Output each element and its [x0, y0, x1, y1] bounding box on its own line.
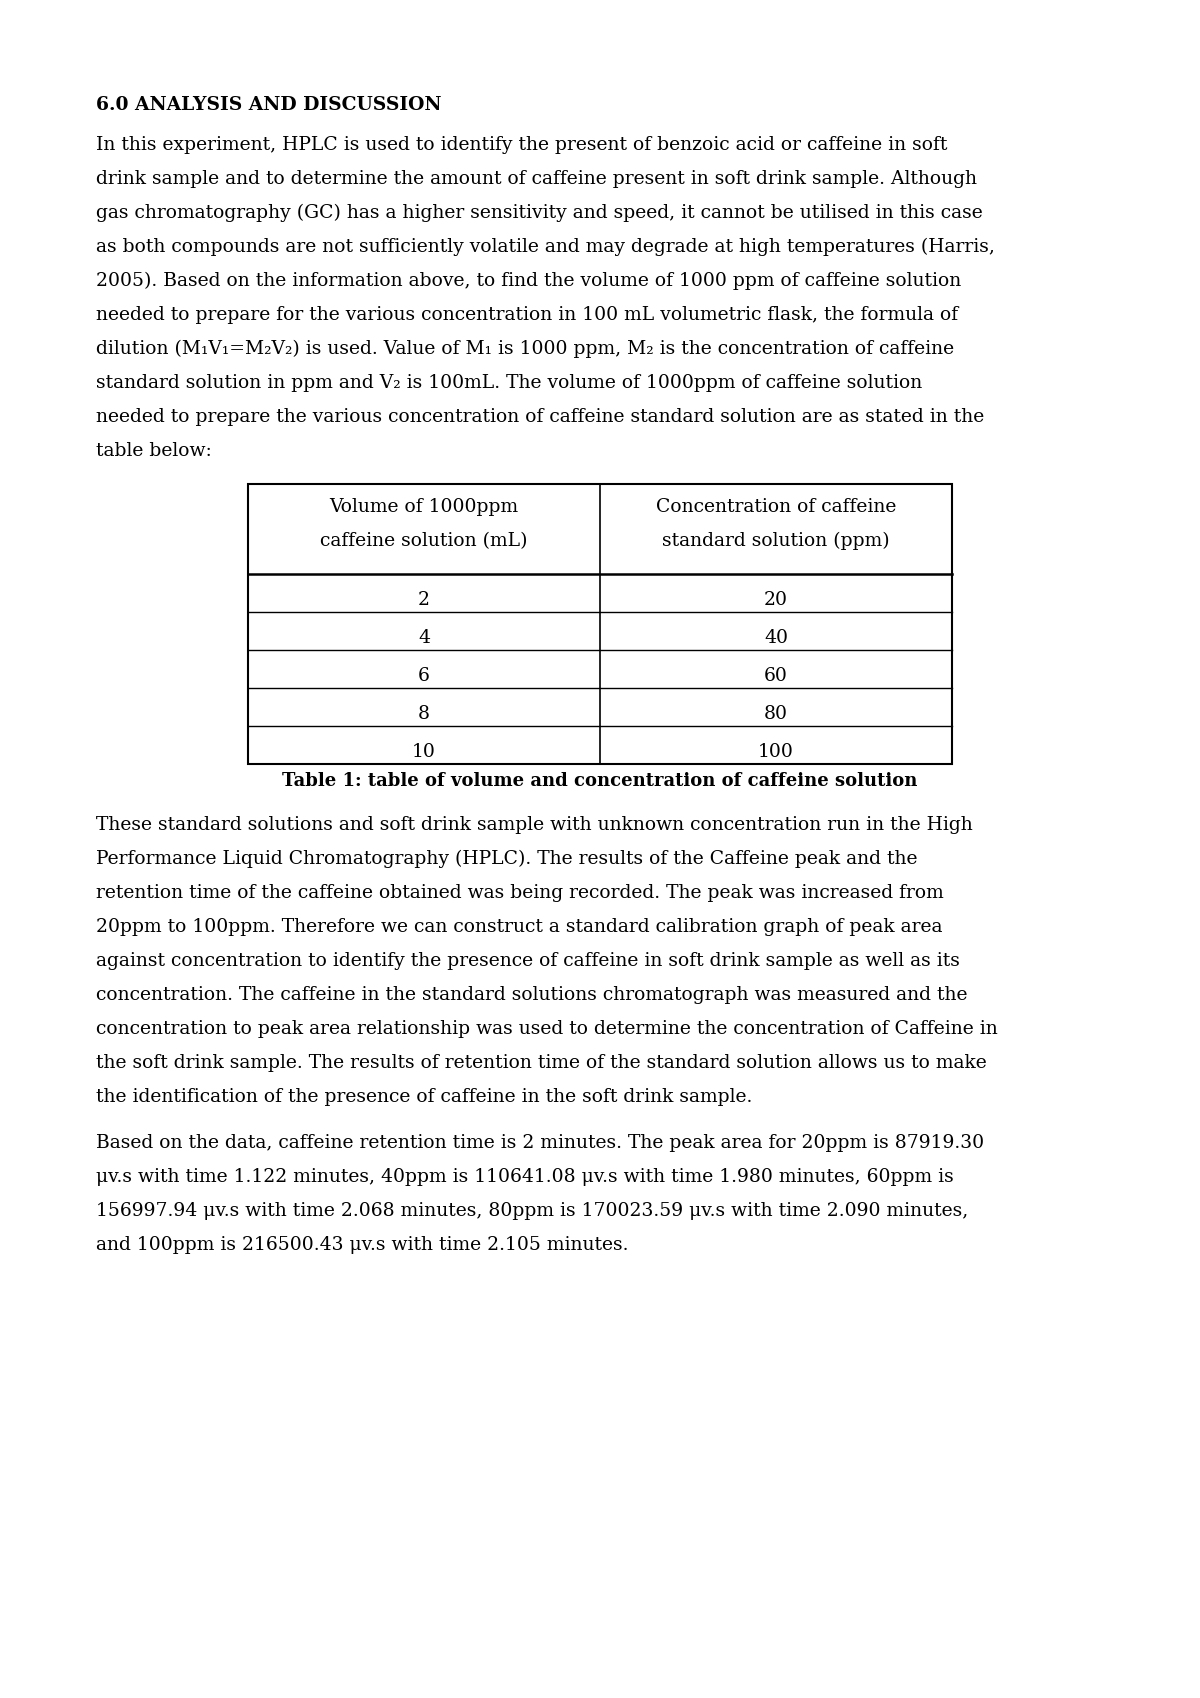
Text: Based on the data, caffeine retention time is 2 minutes. The peak area for 20ppm: Based on the data, caffeine retention ti… [96, 1134, 984, 1151]
Text: 20ppm to 100ppm. Therefore we can construct a standard calibration graph of peak: 20ppm to 100ppm. Therefore we can constr… [96, 919, 942, 936]
Text: 6: 6 [418, 667, 430, 684]
Text: against concentration to identify the presence of caffeine in soft drink sample : against concentration to identify the pr… [96, 953, 960, 970]
Bar [248, 484, 952, 764]
Text: 8: 8 [418, 705, 430, 723]
Text: retention time of the caffeine obtained was being recorded. The peak was increas: retention time of the caffeine obtained … [96, 885, 943, 902]
Text: μv.s with time 1.122 minutes, 40ppm is 110641.08 μv.s with time 1.980 minutes, 6: μv.s with time 1.122 minutes, 40ppm is 1… [96, 1168, 954, 1185]
Text: dilution (M₁V₁=M₂V₂) is used. Value of M₁ is 1000 ppm, M₂ is the concentration o: dilution (M₁V₁=M₂V₂) is used. Value of M… [96, 340, 954, 358]
Text: 4: 4 [418, 628, 430, 647]
Text: concentration to peak area relationship was used to determine the concentration : concentration to peak area relationship … [96, 1020, 997, 1037]
Text: table below:: table below: [96, 441, 211, 460]
Text: 2: 2 [418, 591, 430, 610]
Text: 10: 10 [412, 744, 436, 761]
Text: and 100ppm is 216500.43 μv.s with time 2.105 minutes.: and 100ppm is 216500.43 μv.s with time 2… [96, 1236, 629, 1255]
Text: Performance Liquid Chromatography (HPLC). The results of the Caffeine peak and t: Performance Liquid Chromatography (HPLC)… [96, 851, 918, 868]
Text: needed to prepare the various concentration of caffeine standard solution are as: needed to prepare the various concentrat… [96, 408, 984, 426]
Text: 80: 80 [764, 705, 788, 723]
Text: In this experiment, HPLC is used to identify the present of benzoic acid or caff: In this experiment, HPLC is used to iden… [96, 136, 947, 155]
Text: Volume of 1000ppm: Volume of 1000ppm [330, 498, 518, 516]
Text: concentration. The caffeine in the standard solutions chromatograph was measured: concentration. The caffeine in the stand… [96, 987, 967, 1004]
Text: drink sample and to determine the amount of caffeine present in soft drink sampl: drink sample and to determine the amount… [96, 170, 977, 188]
Text: the soft drink sample. The results of retention time of the standard solution al: the soft drink sample. The results of re… [96, 1054, 986, 1071]
Text: needed to prepare for the various concentration in 100 mL volumetric flask, the : needed to prepare for the various concen… [96, 306, 958, 324]
Text: caffeine solution (mL): caffeine solution (mL) [320, 531, 528, 550]
Text: Concentration of caffeine: Concentration of caffeine [656, 498, 896, 516]
Text: These standard solutions and soft drink sample with unknown concentration run in: These standard solutions and soft drink … [96, 817, 973, 834]
Text: Table 1: table of volume and concentration of caffeine solution: Table 1: table of volume and concentrati… [282, 773, 918, 790]
Text: standard solution in ppm and V₂ is 100mL. The volume of 1000ppm of caffeine solu: standard solution in ppm and V₂ is 100mL… [96, 374, 923, 392]
Text: 2005). Based on the information above, to find the volume of 1000 ppm of caffein: 2005). Based on the information above, t… [96, 272, 961, 290]
Text: 40: 40 [764, 628, 788, 647]
Text: 100: 100 [758, 744, 794, 761]
Text: the identification of the presence of caffeine in the soft drink sample.: the identification of the presence of ca… [96, 1088, 752, 1105]
Text: standard solution (ppm): standard solution (ppm) [662, 531, 890, 550]
Text: gas chromatography (GC) has a higher sensitivity and speed, it cannot be utilise: gas chromatography (GC) has a higher sen… [96, 204, 983, 222]
Text: 60: 60 [764, 667, 788, 684]
Text: 20: 20 [764, 591, 788, 610]
Text: 6.0 ANALYSIS AND DISCUSSION: 6.0 ANALYSIS AND DISCUSSION [96, 97, 442, 114]
Text: as both compounds are not sufficiently volatile and may degrade at high temperat: as both compounds are not sufficiently v… [96, 238, 995, 256]
Text: 156997.94 μv.s with time 2.068 minutes, 80ppm is 170023.59 μv.s with time 2.090 : 156997.94 μv.s with time 2.068 minutes, … [96, 1202, 968, 1219]
